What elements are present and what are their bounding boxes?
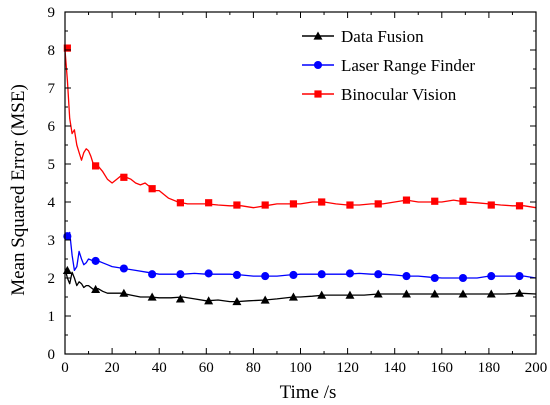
series-line — [64, 268, 537, 303]
legend-entry: Laser Range Finder — [302, 56, 475, 75]
legend-label: Binocular Vision — [341, 85, 457, 104]
legend-label: Laser Range Finder — [341, 56, 475, 75]
series-square — [63, 44, 537, 210]
data-point — [402, 272, 411, 281]
data-point — [515, 272, 524, 281]
data-point — [458, 289, 468, 298]
x-tick-label: 0 — [61, 360, 69, 376]
series-triangle — [62, 265, 537, 306]
data-point — [63, 44, 71, 52]
y-tick-label: 3 — [48, 233, 56, 249]
x-tick-label: 20 — [105, 360, 120, 376]
data-point — [91, 284, 101, 293]
data-point — [402, 196, 411, 204]
data-point — [345, 269, 355, 278]
x-axis-title: Time /s — [280, 382, 337, 403]
data-point — [148, 185, 156, 193]
data-point — [233, 201, 241, 209]
x-tick-label: 40 — [152, 360, 167, 376]
y-tick-label: 2 — [48, 271, 56, 287]
data-point — [62, 265, 72, 274]
legend-marker — [314, 90, 322, 98]
data-point — [458, 273, 468, 283]
y-tick-label: 5 — [48, 157, 56, 173]
data-point — [232, 297, 242, 306]
data-point — [261, 201, 269, 209]
y-axis-title: Mean Squared Error (MSE) — [8, 84, 29, 296]
data-point — [345, 290, 355, 299]
x-tick-label: 80 — [246, 360, 261, 376]
data-point — [148, 270, 157, 279]
legend-marker — [313, 60, 323, 70]
data-point — [431, 197, 439, 205]
legend-label: Data Fusion — [341, 27, 424, 46]
y-tick-label: 0 — [48, 347, 56, 363]
data-point — [487, 272, 496, 281]
x-tick-label: 140 — [383, 360, 406, 376]
y-tick-label: 9 — [48, 5, 56, 21]
data-point — [176, 199, 184, 207]
data-point — [430, 289, 440, 298]
data-point — [430, 273, 439, 283]
data-point — [147, 292, 157, 301]
data-point — [317, 290, 327, 299]
data-point — [261, 272, 270, 281]
data-point — [204, 269, 213, 278]
legend-entry: Data Fusion — [302, 27, 424, 46]
data-point — [120, 173, 128, 181]
x-tick-label: 100 — [289, 360, 312, 376]
data-point — [205, 199, 213, 207]
legend-entry: Binocular Vision — [302, 85, 457, 104]
data-point — [92, 162, 100, 170]
data-point — [401, 289, 411, 298]
data-point — [289, 270, 298, 280]
series-layer — [62, 44, 537, 306]
data-point — [288, 292, 298, 301]
data-point — [515, 202, 524, 210]
data-point — [318, 198, 326, 206]
y-tick-label: 7 — [48, 81, 56, 97]
y-tick-label: 8 — [48, 43, 56, 59]
axes-layer: 0 20 40 60 80 100 120 140 160 180 200 0 1 2 3 4 5 6 7 8 9 — [48, 5, 548, 376]
data-point — [176, 270, 185, 279]
x-tick-label: 180 — [478, 360, 501, 376]
data-point — [232, 270, 241, 280]
data-point — [515, 288, 525, 297]
data-point — [204, 296, 214, 305]
data-point — [260, 295, 270, 304]
y-tick-label: 1 — [48, 309, 56, 325]
series-circle — [63, 231, 537, 283]
x-tick-label: 160 — [431, 360, 454, 376]
data-point — [374, 200, 382, 208]
data-point — [119, 288, 129, 297]
data-point — [459, 197, 467, 205]
data-point — [91, 256, 100, 265]
data-point — [175, 294, 185, 303]
series-line — [64, 49, 537, 209]
series-line — [64, 231, 537, 279]
data-point — [373, 289, 383, 298]
x-tick-label: 120 — [336, 360, 359, 376]
legend-marker — [313, 31, 323, 40]
x-tick-label: 200 — [525, 360, 548, 376]
y-tick-label: 4 — [48, 195, 56, 211]
data-point — [317, 270, 326, 279]
data-point — [119, 264, 128, 273]
x-tick-label: 60 — [199, 360, 214, 376]
legend: Data Fusion Laser Range Finder Binocular V… — [302, 27, 475, 104]
y-tick-label: 6 — [48, 119, 56, 135]
data-point — [486, 289, 496, 298]
data-point — [289, 200, 298, 208]
data-point — [374, 270, 383, 279]
data-point — [487, 201, 495, 209]
data-point — [346, 201, 354, 209]
